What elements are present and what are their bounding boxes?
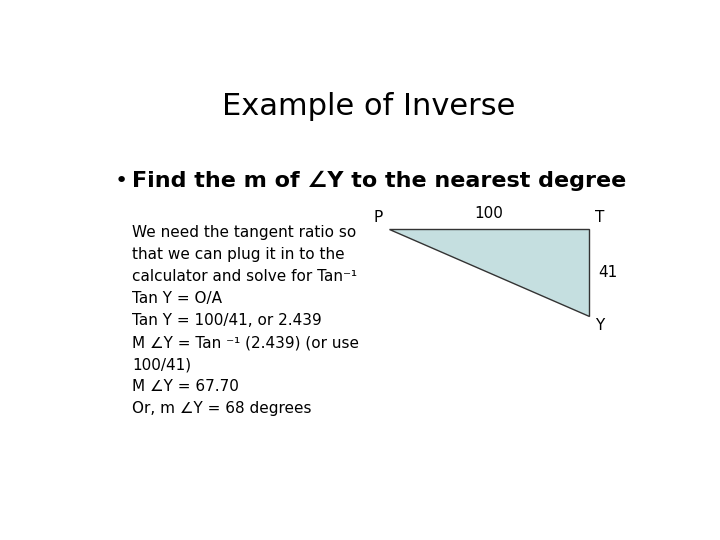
Text: 100: 100 <box>474 206 503 221</box>
Text: Example of Inverse: Example of Inverse <box>222 92 516 121</box>
Text: T: T <box>595 210 604 225</box>
Text: 41: 41 <box>598 265 617 280</box>
Text: Y: Y <box>595 319 604 333</box>
Text: calculator and solve for Tan⁻¹: calculator and solve for Tan⁻¹ <box>132 269 357 284</box>
Text: M ∠Y = 67.70: M ∠Y = 67.70 <box>132 379 239 394</box>
Polygon shape <box>389 229 590 316</box>
Text: Find the m of ∠Y to the nearest degree: Find the m of ∠Y to the nearest degree <box>132 171 626 191</box>
Text: P: P <box>374 210 383 225</box>
Text: that we can plug it in to the: that we can plug it in to the <box>132 247 344 262</box>
Text: We need the tangent ratio so: We need the tangent ratio so <box>132 225 356 240</box>
Text: 100/41): 100/41) <box>132 357 191 372</box>
Text: •: • <box>115 171 128 191</box>
Text: M ∠Y = Tan ⁻¹ (2.439) (or use: M ∠Y = Tan ⁻¹ (2.439) (or use <box>132 335 359 350</box>
Text: Tan Y = 100/41, or 2.439: Tan Y = 100/41, or 2.439 <box>132 313 322 328</box>
Text: Tan Y = O/A: Tan Y = O/A <box>132 291 222 306</box>
Text: Or, m ∠Y = 68 degrees: Or, m ∠Y = 68 degrees <box>132 401 311 416</box>
